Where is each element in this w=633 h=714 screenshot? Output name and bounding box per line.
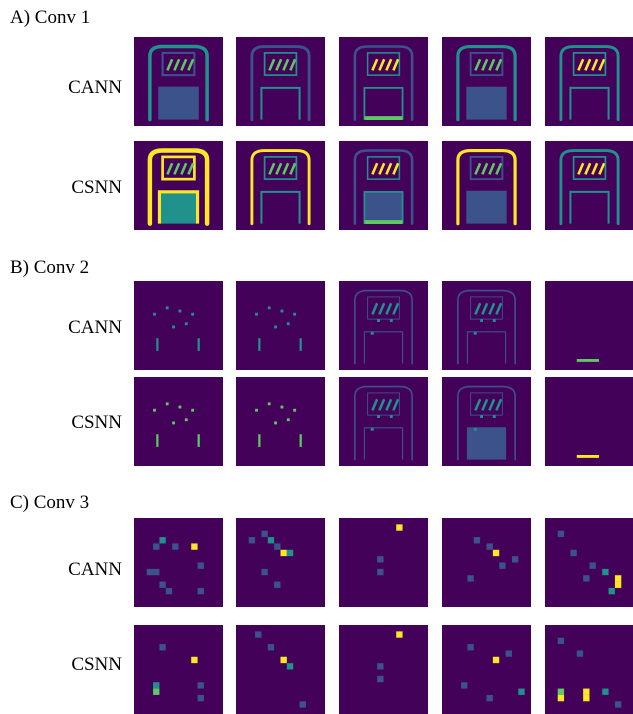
feature-map-1-1-2 <box>236 377 325 466</box>
feature-map-0-1-3 <box>339 141 428 230</box>
feature-map-0-0-5 <box>545 37 633 126</box>
feature-map-2-0-4 <box>442 518 531 607</box>
feature-map-0-1-2 <box>236 141 325 230</box>
row-label-conv3-csnn: CSNN <box>71 654 122 675</box>
row-label-conv2-csnn: CSNN <box>71 412 122 433</box>
feature-map-2-1-2 <box>236 625 325 714</box>
feature-map-1-1-1 <box>134 377 223 466</box>
feature-map-1-0-2 <box>236 281 325 370</box>
feature-map-2-0-2 <box>236 518 325 607</box>
feature-map-2-0-3 <box>339 518 428 607</box>
row-label-conv3-cann: CANN <box>68 559 122 580</box>
feature-map-0-0-4 <box>442 37 531 126</box>
feature-map-1-0-1 <box>134 281 223 370</box>
row-label-conv1-csnn: CSNN <box>71 177 122 198</box>
feature-map-1-1-4 <box>442 377 531 466</box>
feature-map-2-0-1 <box>134 518 223 607</box>
row-label-conv2-cann: CANN <box>68 317 122 338</box>
section-title-conv2: B) Conv 2 <box>10 257 90 278</box>
feature-map-2-1-3 <box>339 625 428 714</box>
feature-map-0-0-3 <box>339 37 428 126</box>
feature-map-2-0-5 <box>545 518 633 607</box>
feature-map-1-0-3 <box>339 281 428 370</box>
feature-map-1-0-5 <box>545 281 633 370</box>
feature-map-2-1-5 <box>545 625 633 714</box>
feature-map-0-0-1 <box>134 37 223 126</box>
feature-map-1-1-3 <box>339 377 428 466</box>
feature-map-1-0-4 <box>442 281 531 370</box>
row-label-conv1-cann: CANN <box>68 77 122 98</box>
feature-map-0-0-2 <box>236 37 325 126</box>
feature-map-2-1-1 <box>134 625 223 714</box>
section-title-conv3: C) Conv 3 <box>10 492 90 513</box>
feature-map-0-1-5 <box>545 141 633 230</box>
feature-map-1-1-5 <box>545 377 633 466</box>
feature-map-2-1-4 <box>442 625 531 714</box>
section-title-conv1: A) Conv 1 <box>10 7 91 28</box>
feature-map-0-1-4 <box>442 141 531 230</box>
feature-map-0-1-1 <box>134 141 223 230</box>
